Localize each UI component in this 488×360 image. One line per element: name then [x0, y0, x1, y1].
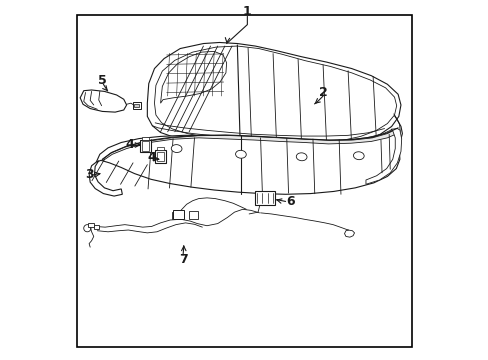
Text: 5: 5: [98, 74, 106, 87]
Text: 3: 3: [84, 168, 93, 181]
Ellipse shape: [296, 153, 306, 161]
Bar: [173, 210, 183, 219]
Bar: [134, 104, 139, 108]
Polygon shape: [365, 129, 401, 184]
Polygon shape: [89, 161, 122, 196]
Text: 4: 4: [147, 151, 156, 165]
Bar: [171, 212, 180, 219]
Bar: [155, 150, 165, 163]
Bar: [94, 225, 99, 229]
Polygon shape: [96, 130, 399, 194]
Bar: [254, 192, 275, 205]
Ellipse shape: [171, 145, 182, 153]
Polygon shape: [154, 46, 396, 144]
Bar: [142, 137, 148, 140]
Ellipse shape: [353, 152, 364, 159]
Polygon shape: [102, 129, 398, 160]
Polygon shape: [160, 51, 226, 103]
Bar: [133, 102, 141, 109]
Bar: [156, 152, 164, 161]
Text: 4: 4: [125, 139, 134, 152]
Bar: [157, 148, 163, 150]
Text: 7: 7: [178, 253, 187, 266]
Text: 1: 1: [243, 5, 251, 18]
Text: 6: 6: [285, 195, 294, 208]
Polygon shape: [147, 42, 400, 148]
Polygon shape: [80, 90, 126, 112]
Ellipse shape: [235, 150, 246, 158]
Bar: [88, 223, 94, 227]
Bar: [189, 211, 198, 219]
Text: 2: 2: [318, 86, 327, 99]
Bar: [140, 140, 151, 152]
Bar: [142, 141, 149, 151]
